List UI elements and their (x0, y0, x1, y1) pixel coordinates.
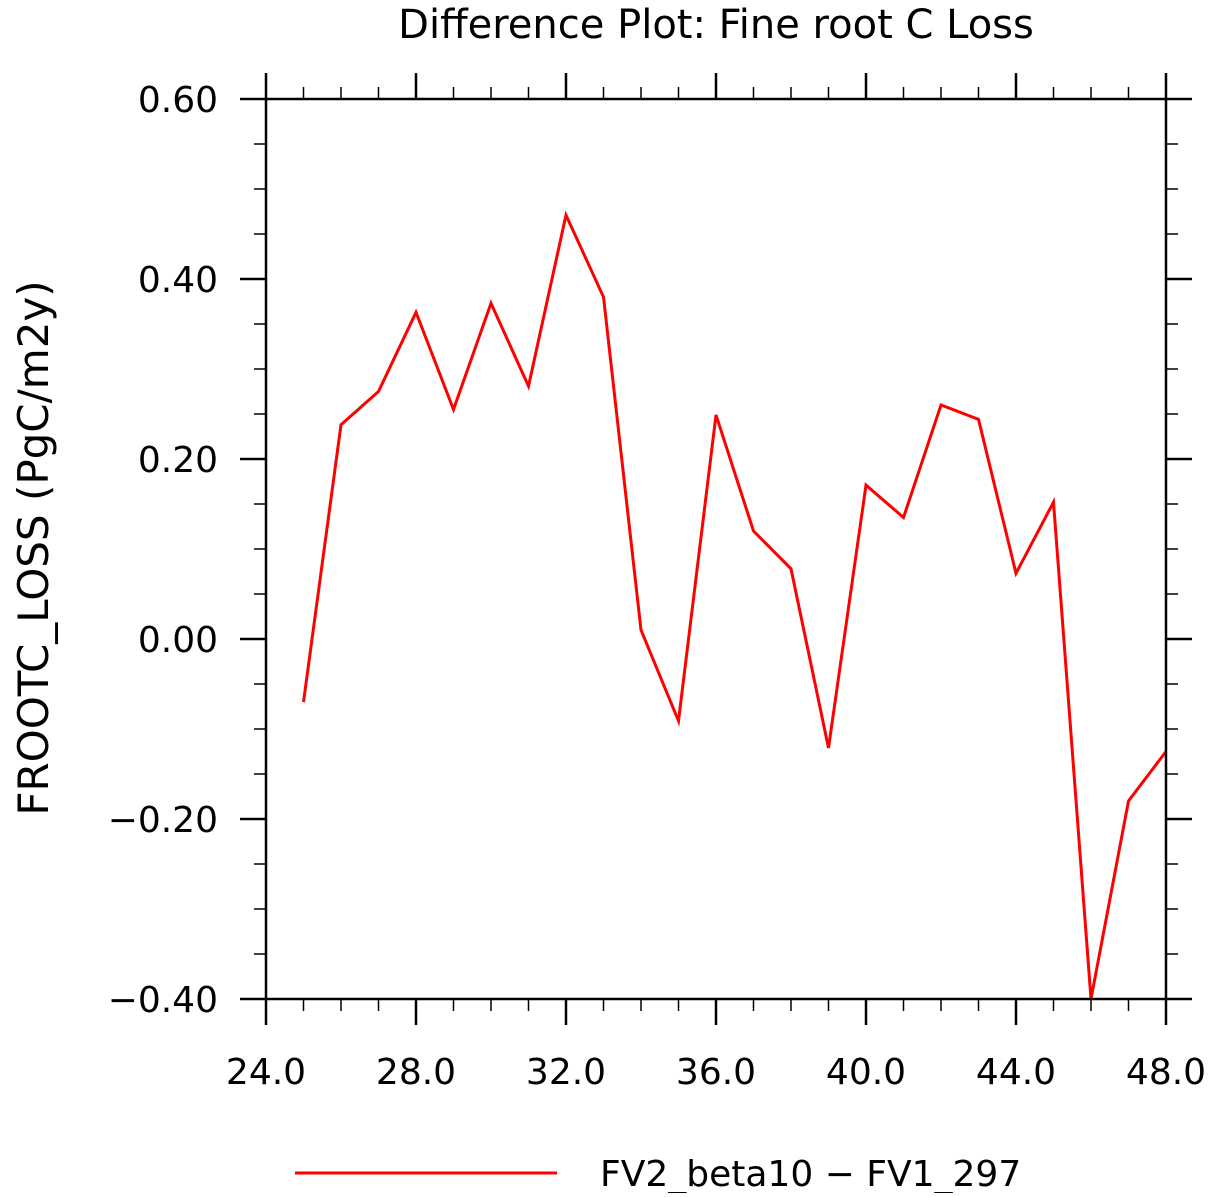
x-tick-label: 36.0 (676, 1052, 756, 1093)
series-line (302, 210, 1168, 1000)
plot-frame (264, 97, 1168, 1001)
x-tick-label: 44.0 (976, 1052, 1056, 1093)
series-layer (302, 210, 1168, 1000)
x-tick-label: 40.0 (826, 1052, 906, 1093)
x-tick-label: 28.0 (376, 1052, 456, 1093)
legend: FV2_beta10 − FV1_297 (295, 1154, 1021, 1195)
y-tick-label: 0.20 (138, 440, 218, 481)
y-tick-label: 0.00 (138, 620, 218, 661)
y-tick-label: 0.60 (138, 80, 218, 121)
x-tick-label: 32.0 (526, 1052, 606, 1093)
y-tick-label: 0.40 (138, 260, 218, 301)
y-axis: −0.40 −0.20 0.00 0.20 0.40 0.60 (108, 80, 1192, 1021)
y-tick-label: −0.20 (108, 800, 218, 841)
y-axis-label: FROOTC_LOSS (PgC/m2y) (9, 280, 58, 815)
x-tick-label: 24.0 (226, 1052, 306, 1093)
x-tick-label: 48.0 (1126, 1052, 1206, 1093)
chart-title: Difference Plot: Fine root C Loss (398, 2, 1034, 48)
legend-label: FV2_beta10 − FV1_297 (600, 1154, 1021, 1193)
y-tick-label: −0.40 (108, 980, 218, 1021)
x-axis: 24.0 28.0 32.0 36.0 40.0 44.0 48.0 (226, 73, 1206, 1093)
